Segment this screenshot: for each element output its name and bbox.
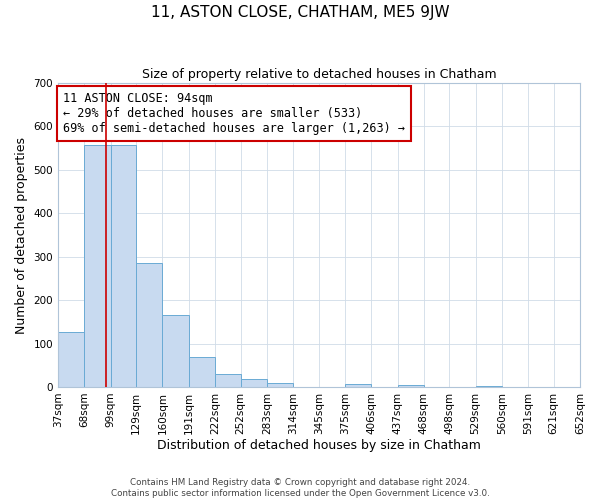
Bar <box>189 358 215 387</box>
Title: Size of property relative to detached houses in Chatham: Size of property relative to detached ho… <box>142 68 496 80</box>
Y-axis label: Number of detached properties: Number of detached properties <box>15 136 28 334</box>
Bar <box>215 374 241 387</box>
Text: Contains HM Land Registry data © Crown copyright and database right 2024.
Contai: Contains HM Land Registry data © Crown c… <box>110 478 490 498</box>
Bar <box>398 385 424 387</box>
Bar <box>241 379 267 387</box>
X-axis label: Distribution of detached houses by size in Chatham: Distribution of detached houses by size … <box>157 440 481 452</box>
Bar <box>476 386 502 387</box>
Bar <box>163 316 189 387</box>
Bar <box>85 145 110 387</box>
Text: 11 ASTON CLOSE: 94sqm
← 29% of detached houses are smaller (533)
69% of semi-det: 11 ASTON CLOSE: 94sqm ← 29% of detached … <box>63 92 405 135</box>
Text: 11, ASTON CLOSE, CHATHAM, ME5 9JW: 11, ASTON CLOSE, CHATHAM, ME5 9JW <box>151 5 449 20</box>
Bar <box>267 382 293 387</box>
Bar <box>110 145 136 387</box>
Bar <box>58 332 85 387</box>
Bar <box>345 384 371 387</box>
Bar <box>136 263 163 387</box>
